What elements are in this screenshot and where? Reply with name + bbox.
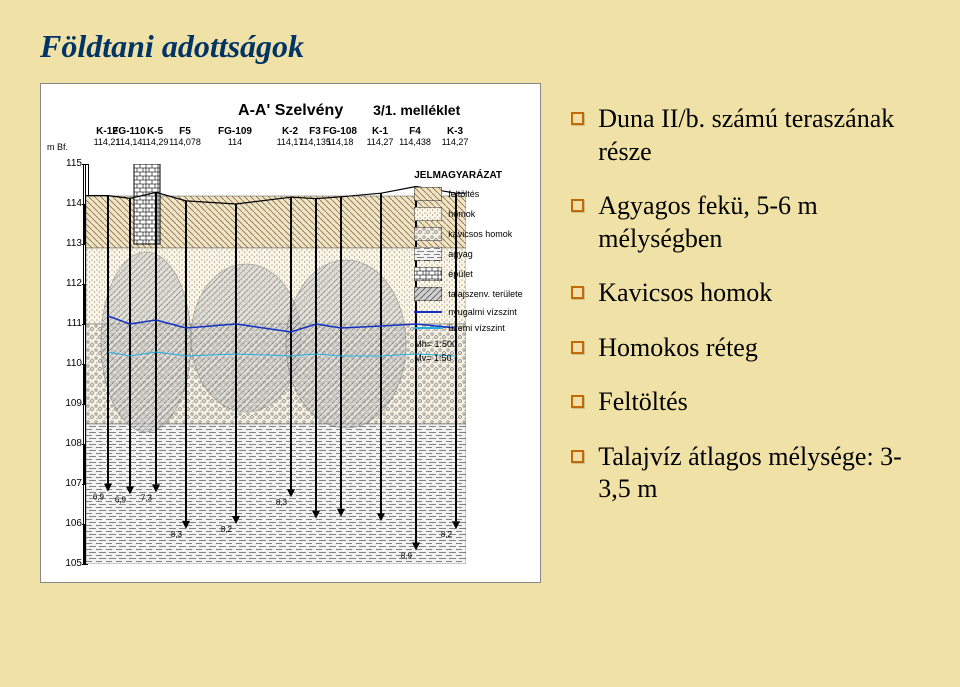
bullet-item: Duna II/b. számú teraszának része (571, 103, 920, 168)
borehole-header: K-3114,27 (435, 126, 475, 147)
borehole-header: FG-108114,18 (320, 126, 360, 147)
diagram-annex-label: 3/1. melléklet (373, 102, 460, 118)
borehole-labels: K-12114,21FG-110114,14K-5114,29F5114,078… (41, 126, 540, 160)
bullet-marker-icon (571, 395, 584, 408)
bullet-item: Talajvíz átlagos mélysége: 3-3,5 m (571, 441, 920, 506)
contamination-lobe (286, 260, 406, 428)
borehole-depth-label: 6,9 (115, 495, 127, 504)
borehole-depth-label: 8,3 (276, 498, 288, 507)
borehole-depth-label: 8,2 (441, 530, 453, 539)
legend-label: épület (448, 269, 473, 279)
legend-row: kavicsos homok (414, 227, 526, 241)
bullet-marker-icon (571, 341, 584, 354)
legend-label: kavicsos homok (448, 229, 512, 239)
bullet-list: Duna II/b. számú teraszának része Agyagos… (571, 103, 920, 528)
ytick-label: 105 (56, 558, 82, 569)
bullet-marker-icon (571, 450, 584, 463)
borehole-depth-label: 8,2 (221, 525, 233, 534)
bullet-text: Agyagos fekü, 5-6 m mélységben (598, 190, 920, 255)
slide: Földtani adottságok A-A' Szelvény 3/1. m… (0, 0, 960, 687)
ytick-label: 106 (56, 518, 82, 529)
ytick-label: 111 (56, 318, 82, 329)
borehole-depth-label: 7,3 (141, 493, 153, 502)
ytick-label: 112 (56, 278, 82, 289)
diagram-title: A-A' Szelvény (238, 102, 343, 120)
legend: JELMAGYARÁZAT feltöltés homok kavicsos homo… (414, 170, 526, 363)
bullet-marker-icon (571, 286, 584, 299)
legend-row: üzemi vízszint (414, 323, 526, 333)
legend-label: feltöltés (448, 189, 479, 199)
legend-label: homok (448, 209, 475, 219)
bullet-item: Kavicsos homok (571, 277, 920, 310)
section-svg: 6,9 6,9 7,3 8,3 8,2 8,3 8,9 8,2 (86, 164, 466, 564)
legend-scale: Mv= 1:50 (414, 353, 526, 363)
ytick-label: 113 (56, 238, 82, 249)
section-chart: 6,96,97,38,38,28,38,98,2 115114113112111… (85, 164, 465, 564)
legend-title: JELMAGYARÁZAT (414, 170, 526, 181)
bullet-marker-icon (571, 112, 584, 125)
legend-swatch-icon (414, 247, 442, 261)
borehole-depth-label: 8,9 (401, 551, 413, 560)
legend-row: épület (414, 267, 526, 281)
legend-line-swatch-icon (414, 327, 442, 329)
ytick-label: 115 (56, 158, 82, 169)
legend-row: nyugalmi vízszint (414, 307, 526, 317)
legend-swatch-icon (414, 207, 442, 221)
borehole-header: F5114,078 (165, 126, 205, 147)
ytick-label: 109 (56, 398, 82, 409)
bullet-text: Homokos réteg (598, 332, 758, 365)
legend-swatch-icon (414, 287, 442, 301)
contamination-lobe (191, 264, 301, 412)
ytick-label: 107 (56, 478, 82, 489)
borehole-header: F4114,438 (395, 126, 435, 147)
bullet-item: Homokos réteg (571, 332, 920, 365)
legend-label: agyag (448, 249, 473, 259)
bullet-item: Feltöltés (571, 386, 920, 419)
legend-swatch-icon (414, 187, 442, 201)
borehole-header: FG-109114 (215, 126, 255, 147)
bullet-item: Agyagos fekü, 5-6 m mélységben (571, 190, 920, 255)
borehole-header: K-1114,27 (360, 126, 400, 147)
legend-line-swatch-icon (414, 311, 442, 313)
content-row: A-A' Szelvény 3/1. melléklet m Bf. K-121… (40, 83, 920, 583)
contamination-lobe (101, 252, 191, 432)
borehole-depth-label: 8,3 (171, 530, 183, 539)
bullet-text: Kavicsos homok (598, 277, 772, 310)
page-title: Földtani adottságok (40, 28, 920, 65)
geological-section-diagram: A-A' Szelvény 3/1. melléklet m Bf. K-121… (40, 83, 541, 583)
bullet-text: Talajvíz átlagos mélysége: 3-3,5 m (598, 441, 920, 506)
legend-scale: Mh= 1:500 (414, 339, 526, 349)
borehole-depth-label: 6,9 (93, 493, 105, 502)
legend-label: nyugalmi vízszint (448, 307, 517, 317)
legend-swatch-icon (414, 267, 442, 281)
legend-row: agyag (414, 247, 526, 261)
bullet-text: Feltöltés (598, 386, 688, 419)
legend-swatch-icon (414, 227, 442, 241)
ytick-label: 108 (56, 438, 82, 449)
bullet-marker-icon (571, 199, 584, 212)
legend-label: üzemi vízszint (448, 323, 505, 333)
ytick-label: 114 (56, 198, 82, 209)
legend-row: talajszenv. területe (414, 287, 526, 301)
legend-row: homok (414, 207, 526, 221)
ytick-label: 110 (56, 358, 82, 369)
legend-row: feltöltés (414, 187, 526, 201)
legend-label: talajszenv. területe (448, 289, 522, 299)
bullet-text: Duna II/b. számú teraszának része (598, 103, 920, 168)
